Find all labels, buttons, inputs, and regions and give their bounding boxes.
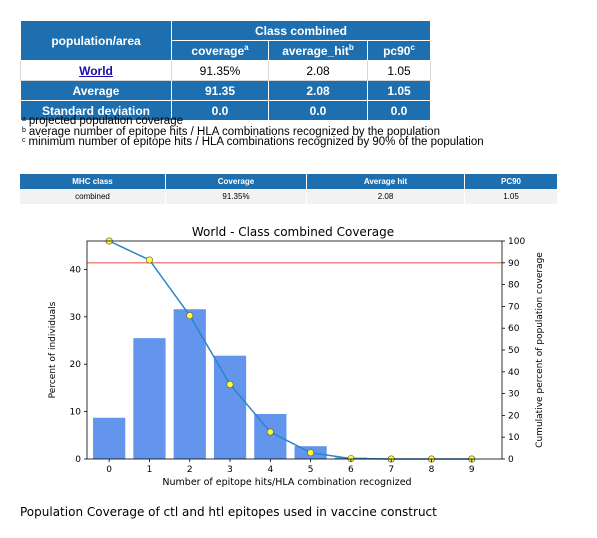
- footnote: a projected population coverage: [22, 115, 183, 127]
- row-label: Average: [20, 80, 172, 101]
- column-header: Coverage: [165, 174, 307, 189]
- y-tick-label: 30: [70, 313, 82, 323]
- y2-tick-label: 70: [508, 302, 520, 312]
- y2-axis-label: Cumulative percent of population coverag…: [535, 252, 545, 448]
- chart-title: World - Class combined Coverage: [192, 225, 394, 239]
- plot-area: 0 1 2 3 4 5 6 7 8 9010203040010203040506070809010…: [70, 237, 526, 475]
- data-point: [226, 380, 234, 388]
- data-point: [266, 428, 274, 436]
- footnotes: a projected population coverage b average …: [22, 116, 484, 148]
- y2-tick-label: 30: [508, 390, 520, 400]
- y2-tick-label: 50: [508, 346, 520, 356]
- table-cell: 2.08: [268, 80, 368, 101]
- population-area-header: population/area: [20, 20, 172, 61]
- y2-tick-label: 90: [508, 259, 520, 269]
- table-cell: 1.05: [464, 189, 558, 204]
- row-label: Standard deviation: [20, 100, 172, 121]
- table-row: Average 91.35 2.08 1.05: [20, 80, 431, 101]
- y2-tick-label: 20: [508, 411, 520, 421]
- table-cell: 0.0: [367, 100, 431, 121]
- figure-caption: Population Coverage of ctl and htl epito…: [20, 505, 437, 519]
- class-combined-header: Class combined: [171, 20, 431, 41]
- summary-table: population/area Class combined coveragea…: [20, 20, 431, 121]
- bar: [173, 309, 206, 459]
- x-tick-label: 2: [187, 465, 193, 475]
- table-cell: 0.0: [171, 100, 269, 121]
- column-header: Average hit: [306, 174, 465, 189]
- y-tick-label: 40: [70, 265, 82, 275]
- table-cell: 91.35: [171, 80, 269, 101]
- x-tick-label: 9: [469, 465, 475, 475]
- x-tick-label: 5: [308, 465, 314, 475]
- table-cell: 2.08: [268, 60, 368, 81]
- y2-tick-label: 60: [508, 324, 520, 334]
- x-tick-label: 7: [388, 465, 394, 475]
- data-point: [307, 449, 315, 457]
- data-point: [186, 312, 194, 320]
- table-cell: 91.35%: [171, 60, 269, 81]
- table-header-row: MHC class Coverage Average hit PC90: [20, 174, 558, 189]
- x-tick-label: 1: [147, 465, 153, 475]
- table-cell: 2.08: [306, 189, 465, 204]
- x-tick-label: 6: [348, 465, 354, 475]
- y-tick-label: 0: [75, 455, 81, 465]
- y2-tick-label: 0: [508, 455, 514, 465]
- x-tick-label: 8: [429, 465, 435, 475]
- y2-tick-label: 100: [508, 237, 525, 247]
- bar: [213, 355, 247, 459]
- column-header: PC90: [464, 174, 558, 189]
- average-hit-header: average_hitb: [268, 40, 368, 61]
- table-cell: 0.0: [268, 100, 368, 121]
- pc90-header: pc90c: [367, 40, 431, 61]
- bar: [93, 417, 126, 459]
- x-tick-label: 3: [227, 465, 233, 475]
- y2-tick-label: 40: [508, 368, 520, 378]
- x-tick-label: 4: [267, 465, 273, 475]
- world-link[interactable]: World: [79, 63, 113, 78]
- column-header: MHC class: [20, 174, 166, 189]
- x-tick-label: 0: [106, 465, 112, 475]
- y-tick-label: 20: [70, 360, 82, 370]
- y2-tick-label: 10: [508, 433, 520, 443]
- table-cell: combined: [20, 189, 166, 204]
- table-row: World 91.35% 2.08 1.05: [20, 60, 431, 81]
- bar: [254, 413, 287, 459]
- table-cell: 1.05: [367, 80, 431, 101]
- y-axis-label: Percent of individuals: [48, 301, 58, 398]
- x-axis-label: Number of epitope hits/HLA combination r…: [162, 477, 411, 488]
- table-row: Standard deviation 0.0 0.0 0.0: [20, 100, 431, 121]
- footnote: b average number of epitope hits / HLA co…: [22, 125, 440, 138]
- mhc-class-table: MHC class Coverage Average hit PC90 comb…: [20, 174, 558, 204]
- y-tick-label: 10: [70, 408, 82, 418]
- table-row: combined 91.35% 2.08 1.05: [20, 189, 558, 204]
- data-point: [145, 256, 153, 264]
- footnote: c minimum number of epitope hits / HLA co…: [22, 136, 484, 148]
- coverage-chart: World - Class combined Coverage Number o…: [48, 225, 545, 488]
- bar: [133, 338, 166, 459]
- table-cell: 1.05: [367, 60, 431, 81]
- table-cell: 91.35%: [165, 189, 307, 204]
- y2-tick-label: 80: [508, 281, 520, 291]
- world-link-cell[interactable]: World: [20, 60, 172, 81]
- coverage-header: coveragea: [171, 40, 269, 61]
